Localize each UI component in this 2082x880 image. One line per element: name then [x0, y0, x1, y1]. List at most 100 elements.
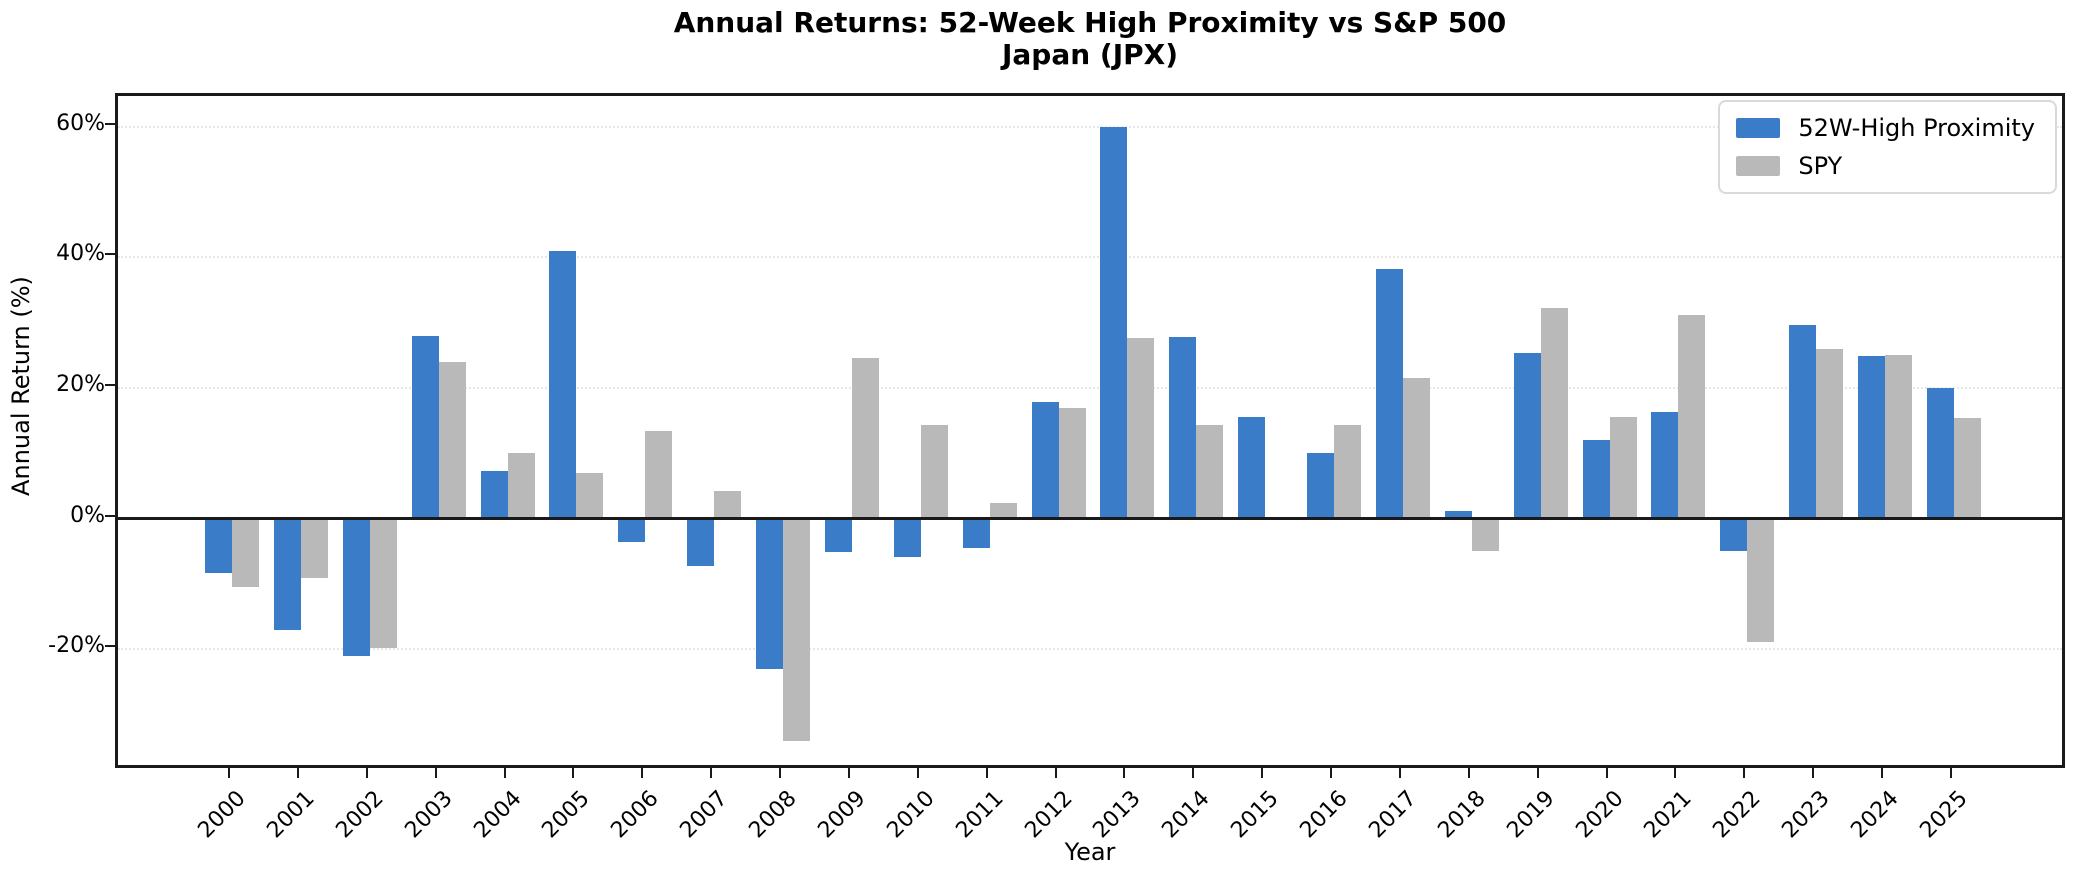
bar-spy-2013: [1127, 337, 1155, 519]
bar-spy-2021: [1678, 314, 1706, 519]
bar-52w-high-proximity-2025: [1927, 388, 1954, 519]
bar-spy-2010: [920, 425, 948, 519]
y-tick-mark: [105, 384, 115, 387]
x-tick-mark: [1054, 768, 1057, 778]
bar-spy-2005: [576, 473, 604, 519]
bar-spy-2006: [645, 430, 673, 519]
bar-spy-2008: [783, 518, 811, 741]
bar-52w-high-proximity-2018: [1444, 510, 1472, 519]
bar-spy-2018: [1471, 518, 1499, 552]
x-tick-mark: [503, 768, 506, 778]
x-tick-mark: [1398, 768, 1401, 778]
y-tick-label: 20%: [56, 372, 105, 398]
y-tick-mark: [105, 253, 115, 256]
legend-item-spy: SPY: [1736, 152, 2035, 180]
bar-52w-high-proximity-2020: [1582, 440, 1610, 519]
bar-spy-2017: [1402, 377, 1430, 519]
bar-52w-high-proximity-2005: [549, 250, 577, 519]
bar-52w-high-proximity-2021: [1651, 412, 1679, 519]
legend-swatch-spy: [1736, 156, 1781, 176]
legend-item-52w-high-proximity: 52W-High Proximity: [1736, 114, 2035, 142]
x-tick-mark: [296, 768, 299, 778]
bar-spy-2011: [989, 503, 1017, 519]
bar-spy-2022: [1747, 518, 1775, 642]
grid-line: [118, 387, 2062, 390]
bar-52w-high-proximity-2001: [273, 518, 301, 630]
y-tick-label: 40%: [56, 241, 105, 267]
x-tick-mark: [1881, 768, 1884, 778]
x-tick-mark: [228, 768, 230, 778]
x-tick-mark: [916, 768, 919, 778]
x-tick-mark: [1123, 768, 1126, 778]
bar-52w-high-proximity-2003: [411, 335, 439, 519]
bar-spy-2014: [1196, 425, 1224, 519]
legend-swatch-52w-high-proximity: [1736, 118, 1781, 138]
x-tick-mark: [985, 768, 988, 778]
x-axis-label: Year: [1064, 838, 1116, 866]
y-tick-mark: [105, 645, 115, 648]
x-tick-mark: [1743, 768, 1746, 778]
grid-line: [118, 648, 2062, 651]
y-tick-mark: [105, 122, 115, 125]
bar-spy-2019: [1540, 308, 1568, 519]
bar-52w-high-proximity-2023: [1789, 325, 1817, 519]
chart-subtitle: Japan (JPX): [1001, 38, 1179, 71]
bar-spy-2012: [1058, 407, 1086, 519]
bar-spy-2001: [300, 518, 328, 578]
chart-title: Annual Returns: 52-Week High Proximity v…: [673, 6, 1507, 39]
y-tick-label: 60%: [56, 110, 105, 136]
y-tick-label: 0%: [70, 502, 105, 528]
bar-52w-high-proximity-2009: [824, 518, 852, 553]
bar-spy-2004: [507, 453, 535, 519]
bar-52w-high-proximity-2012: [1031, 402, 1059, 519]
bar-52w-high-proximity-2011: [962, 518, 990, 548]
x-tick-mark: [847, 768, 850, 778]
bar-52w-high-proximity-2017: [1375, 268, 1403, 519]
bar-spy-2023: [1816, 348, 1844, 519]
x-tick-mark: [1536, 768, 1539, 778]
x-tick-mark: [1330, 768, 1333, 778]
grid-line: [118, 125, 2062, 128]
bar-spy-2024: [1885, 354, 1913, 519]
x-tick-mark: [1812, 768, 1815, 778]
legend-label: 52W-High Proximity: [1798, 114, 2035, 142]
bar-spy-2002: [369, 518, 397, 649]
bar-52w-high-proximity-2013: [1100, 126, 1128, 519]
y-tick-label: -20%: [48, 633, 105, 659]
bar-spy-2003: [438, 361, 466, 519]
x-tick-mark: [779, 768, 782, 778]
zero-line: [118, 517, 2062, 521]
x-tick-mark: [1192, 768, 1195, 778]
bar-52w-high-proximity-2004: [480, 471, 508, 519]
x-tick-mark: [365, 768, 368, 778]
x-tick-mark: [1605, 768, 1608, 778]
legend-label: SPY: [1798, 152, 1843, 180]
legend: 52W-High Proximity SPY: [1718, 100, 2057, 194]
plot-area: 52W-High Proximity SPY: [115, 93, 2065, 768]
bar-52w-high-proximity-2024: [1858, 356, 1886, 519]
bar-52w-high-proximity-2006: [618, 518, 646, 542]
bar-spy-2016: [1334, 425, 1362, 519]
bar-spy-2009: [851, 358, 879, 519]
x-tick-mark: [434, 768, 437, 778]
bar-52w-high-proximity-2002: [342, 518, 370, 656]
bar-52w-high-proximity-2019: [1513, 353, 1541, 519]
x-tick-mark: [641, 768, 644, 778]
bar-spy-2007: [714, 490, 742, 519]
bar-spy-2020: [1609, 417, 1637, 519]
bar-52w-high-proximity-2000: [205, 518, 232, 573]
x-tick-mark: [1467, 768, 1470, 778]
bar-52w-high-proximity-2014: [1169, 337, 1197, 519]
bar-52w-high-proximity-2010: [893, 518, 921, 558]
x-tick-mark: [572, 768, 575, 778]
bar-52w-high-proximity-2015: [1238, 417, 1266, 519]
bar-spy-2000: [232, 518, 259, 588]
bar-52w-high-proximity-2022: [1720, 518, 1748, 552]
x-tick-mark: [1674, 768, 1677, 778]
bar-spy-2025: [1954, 418, 1981, 519]
bar-52w-high-proximity-2008: [756, 518, 784, 670]
grid-line: [118, 256, 2062, 259]
x-tick-mark: [1261, 768, 1264, 778]
bar-52w-high-proximity-2016: [1307, 452, 1335, 519]
